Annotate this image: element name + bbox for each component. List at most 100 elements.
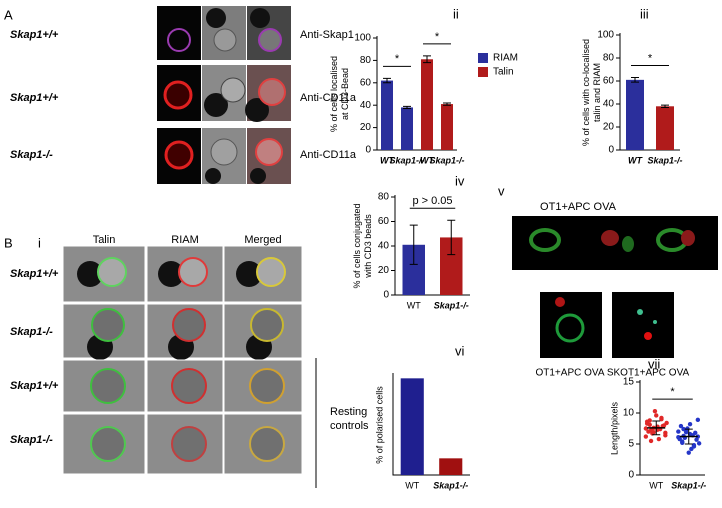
bar [441, 104, 453, 150]
error-bar [443, 102, 451, 106]
y-tick-label: 60 [378, 216, 390, 227]
stain-label: Anti-CD11a [300, 92, 357, 104]
y-axis-label: % of cells conjugated [352, 203, 362, 288]
y-tick-label: 20 [360, 122, 372, 133]
micrographs-v [512, 216, 718, 358]
panel-label: A [4, 7, 13, 22]
row-label: Skap1-/- [10, 326, 53, 338]
significance-label: * [395, 53, 400, 65]
bar [439, 458, 463, 475]
y-axis-label: at CD3-Bead [340, 68, 350, 120]
y-tick-label: 40 [603, 99, 615, 110]
stain-label: Anti-Skap1 [300, 29, 354, 41]
row-label: Skap1-/- [10, 434, 53, 446]
error-bar [652, 420, 661, 436]
point [676, 429, 681, 434]
y-axis-label: with CD3 beads [363, 214, 373, 279]
bar [626, 79, 644, 150]
cell [90, 426, 126, 462]
point [647, 418, 652, 423]
panel-label: v [498, 183, 505, 198]
y-tick-label: 10 [623, 408, 635, 419]
y-axis-label: Length/pixels [609, 401, 619, 455]
y-tick-label: 60 [360, 77, 372, 88]
point [687, 421, 693, 427]
cell [178, 257, 208, 287]
panel-label: ii [453, 6, 459, 21]
point [661, 423, 667, 428]
caption: OT1+APC OVA [535, 368, 604, 379]
x-tick-label: Skap1-/- [671, 480, 706, 490]
y-tick-label: 5 [628, 439, 634, 450]
significance-label: p > 0.05 [412, 195, 452, 207]
error-bar [631, 77, 639, 83]
genotype-label: Skap1+/+ [10, 29, 59, 41]
note: controls [330, 420, 369, 432]
panel-label: iv [455, 173, 465, 188]
point [686, 450, 691, 455]
bar [402, 244, 425, 295]
point [683, 430, 689, 435]
x-tick-label: Skap1-/- [647, 155, 682, 165]
point [644, 421, 650, 426]
point [656, 436, 662, 442]
legend-label: Talin [493, 67, 514, 78]
column-header: Talin [93, 234, 116, 246]
y-tick-label: 40 [360, 100, 372, 111]
point [691, 444, 697, 449]
panel-title: OT1+APC OVA [540, 201, 617, 213]
y-tick-label: 20 [378, 265, 390, 276]
point [646, 429, 651, 434]
bar [656, 106, 674, 150]
x-tick-label: WT [420, 155, 435, 165]
cell [250, 308, 284, 342]
bar [440, 237, 463, 295]
micrographs-a [157, 6, 291, 184]
error-bar [684, 428, 693, 445]
y-tick-label: 20 [603, 122, 615, 133]
y-tick-label: 15 [623, 377, 635, 388]
row-label: Skap1+/+ [10, 268, 59, 280]
y-tick-label: 100 [597, 30, 614, 41]
panel-label: vii [648, 356, 660, 371]
x-tick-label: WT [405, 480, 419, 490]
point [678, 423, 684, 429]
genotype-label: Skap1-/- [10, 149, 53, 161]
significance-label: * [670, 386, 675, 398]
error-bar [403, 105, 411, 110]
bar [421, 59, 433, 150]
y-tick-label: 0 [628, 470, 634, 481]
cell [97, 257, 127, 287]
point [695, 417, 701, 423]
micrographs-b [62, 245, 303, 475]
note: Resting [330, 406, 367, 418]
point [643, 434, 649, 439]
x-tick-label: Skap1-/- [433, 480, 468, 490]
row-label: Skap1+/+ [10, 380, 59, 392]
y-axis-label: % of cells with co-localised [581, 39, 591, 146]
y-axis-label: % of cells localised [329, 56, 339, 132]
bead [158, 261, 184, 287]
stain-label: Anti-CD11a [300, 149, 357, 161]
caption: SKOT1+APC OVA [607, 368, 690, 379]
y-tick-label: 0 [383, 290, 389, 301]
y-tick-label: 60 [603, 76, 615, 87]
x-tick-label: Skap1-/- [429, 155, 464, 165]
column-header: Merged [244, 234, 281, 246]
bead [236, 261, 262, 287]
legend-label: RIAM [493, 53, 518, 64]
cell [249, 426, 285, 462]
y-tick-label: 80 [378, 192, 390, 203]
bar [381, 80, 393, 150]
cell [171, 426, 207, 462]
y-tick-label: 40 [378, 241, 390, 252]
panel-label: B [4, 235, 13, 250]
y-tick-label: 80 [603, 53, 615, 64]
panel-label: iii [640, 6, 649, 21]
y-tick-label: 100 [354, 33, 371, 44]
point [659, 417, 664, 422]
x-tick-label: WT [649, 480, 663, 490]
y-axis-label: % of polarised cells [374, 386, 384, 464]
bead [77, 261, 103, 287]
point [681, 426, 686, 432]
